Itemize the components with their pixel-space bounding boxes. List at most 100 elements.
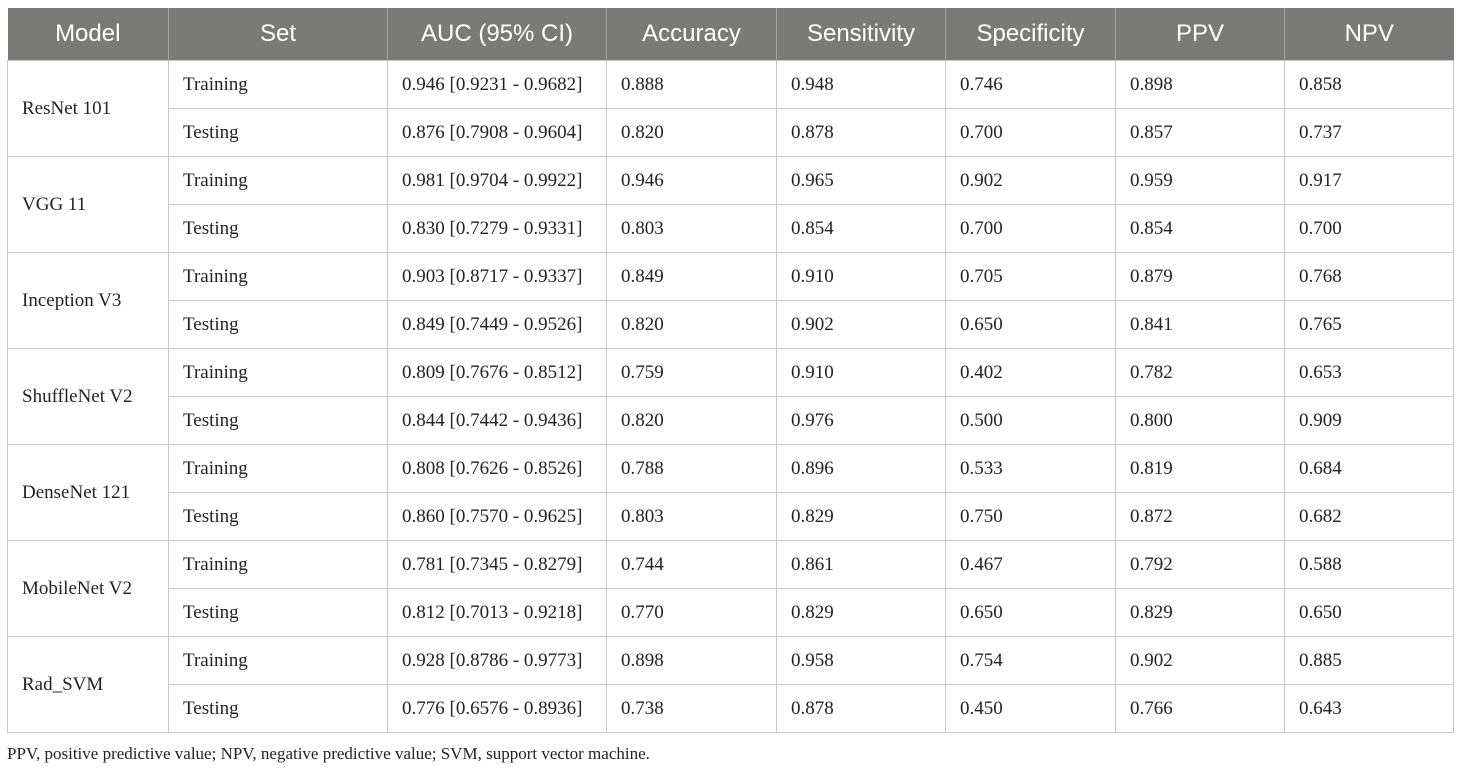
auc-cell: 0.844 [0.7442 - 0.9436] [387,396,607,445]
sensitivity-cell: 0.958 [776,636,946,685]
specificity-cell: 0.533 [945,444,1116,493]
auc-cell: 0.903 [0.8717 - 0.9337] [387,252,607,301]
sensitivity-cell: 0.878 [776,684,946,733]
npv-cell: 0.643 [1284,684,1454,733]
sensitivity-cell: 0.965 [776,156,946,205]
specificity-cell: 0.705 [945,252,1116,301]
accuracy-cell: 0.744 [606,540,777,589]
column-header-model: Model [7,8,169,61]
ppv-cell: 0.902 [1115,636,1285,685]
set-cell: Testing [168,204,388,253]
set-cell: Testing [168,396,388,445]
ppv-cell: 0.898 [1115,60,1285,109]
sensitivity-cell: 0.896 [776,444,946,493]
specificity-cell: 0.700 [945,108,1116,157]
set-cell: Training [168,540,388,589]
ppv-cell: 0.829 [1115,588,1285,637]
table-row: VGG 11 Training 0.981 [0.9704 - 0.9922] 0.9… [7,156,1454,253]
table-footnote: PPV, positive predictive value; NPV, neg… [7,744,650,763]
ppv-cell: 0.792 [1115,540,1285,589]
column-header-npv: NPV [1284,8,1454,61]
auc-cell: 0.830 [0.7279 - 0.9331] [387,204,607,253]
set-cell: Training [168,60,388,109]
ppv-cell: 0.782 [1115,348,1285,397]
specificity-cell: 0.902 [945,156,1116,205]
accuracy-cell: 0.820 [606,108,777,157]
accuracy-cell: 0.820 [606,300,777,349]
table-row: Testing 0.849 [0.7449 - 0.9526] 0.820 0.902… [8,300,1454,349]
ppv-cell: 0.841 [1115,300,1285,349]
table-row: Testing 0.876 [0.7908 - 0.9604] 0.820 0.878… [8,108,1454,157]
set-cell: Training [168,444,388,493]
auc-cell: 0.808 [0.7626 - 0.8526] [387,444,607,493]
column-header-auc: AUC (95% CI) [387,8,607,61]
accuracy-cell: 0.803 [606,492,777,541]
specificity-cell: 0.754 [945,636,1116,685]
set-cell: Testing [168,300,388,349]
set-cell: Training [168,348,388,397]
column-header-set: Set [168,8,388,61]
auc-cell: 0.860 [0.7570 - 0.9625] [387,492,607,541]
column-header-specificity: Specificity [945,8,1116,61]
specificity-cell: 0.650 [945,588,1116,637]
npv-cell: 0.858 [1284,60,1454,109]
set-cell: Testing [168,684,388,733]
set-cell: Testing [168,108,388,157]
specificity-cell: 0.650 [945,300,1116,349]
table-row: MobileNet V2 Training 0.781 [0.7345 - 0.82… [7,540,1454,637]
accuracy-cell: 0.946 [606,156,777,205]
npv-cell: 0.684 [1284,444,1454,493]
ppv-cell: 0.819 [1115,444,1285,493]
results-table: Model Set AUC (95% CI) Accuracy Sensitiv… [7,8,1454,733]
set-cell: Training [168,636,388,685]
sensitivity-cell: 0.976 [776,396,946,445]
accuracy-cell: 0.770 [606,588,777,637]
table-row: Testing 0.812 [0.7013 - 0.9218] 0.770 0.829… [8,588,1454,637]
table-row: Testing 0.844 [0.7442 - 0.9436] 0.820 0.976… [8,396,1454,445]
table-row: Rad_SVM Training 0.928 [0.8786 - 0.9773] 0.… [7,636,1454,733]
npv-cell: 0.588 [1284,540,1454,589]
accuracy-cell: 0.788 [606,444,777,493]
model-name-cell: ResNet 101 [7,60,169,157]
npv-cell: 0.765 [1284,300,1454,349]
sensitivity-cell: 0.902 [776,300,946,349]
auc-cell: 0.946 [0.9231 - 0.9682] [387,60,607,109]
model-name-cell: Inception V3 [7,252,169,349]
specificity-cell: 0.500 [945,396,1116,445]
model-name-cell: DenseNet 121 [7,444,169,541]
specificity-cell: 0.700 [945,204,1116,253]
npv-cell: 0.768 [1284,252,1454,301]
column-header-sensitivity: Sensitivity [776,8,946,61]
npv-cell: 0.917 [1284,156,1454,205]
sensitivity-cell: 0.948 [776,60,946,109]
accuracy-cell: 0.803 [606,204,777,253]
ppv-cell: 0.854 [1115,204,1285,253]
accuracy-cell: 0.898 [606,636,777,685]
auc-cell: 0.781 [0.7345 - 0.8279] [387,540,607,589]
npv-cell: 0.682 [1284,492,1454,541]
auc-cell: 0.776 [0.6576 - 0.8936] [387,684,607,733]
ppv-cell: 0.959 [1115,156,1285,205]
accuracy-cell: 0.820 [606,396,777,445]
auc-cell: 0.812 [0.7013 - 0.9218] [387,588,607,637]
sensitivity-cell: 0.861 [776,540,946,589]
set-cell: Training [168,156,388,205]
npv-cell: 0.885 [1284,636,1454,685]
model-name-cell: MobileNet V2 [7,540,169,637]
auc-cell: 0.928 [0.8786 - 0.9773] [387,636,607,685]
accuracy-cell: 0.849 [606,252,777,301]
sensitivity-cell: 0.854 [776,204,946,253]
npv-cell: 0.700 [1284,204,1454,253]
accuracy-cell: 0.888 [606,60,777,109]
accuracy-cell: 0.759 [606,348,777,397]
specificity-cell: 0.467 [945,540,1116,589]
table-row: Testing 0.776 [0.6576 - 0.8936] 0.738 0.878… [8,684,1454,733]
npv-cell: 0.737 [1284,108,1454,157]
auc-cell: 0.981 [0.9704 - 0.9922] [387,156,607,205]
sensitivity-cell: 0.829 [776,492,946,541]
results-table-container: Model Set AUC (95% CI) Accuracy Sensitiv… [7,8,1454,733]
specificity-cell: 0.746 [945,60,1116,109]
set-cell: Testing [168,588,388,637]
auc-cell: 0.876 [0.7908 - 0.9604] [387,108,607,157]
ppv-cell: 0.800 [1115,396,1285,445]
